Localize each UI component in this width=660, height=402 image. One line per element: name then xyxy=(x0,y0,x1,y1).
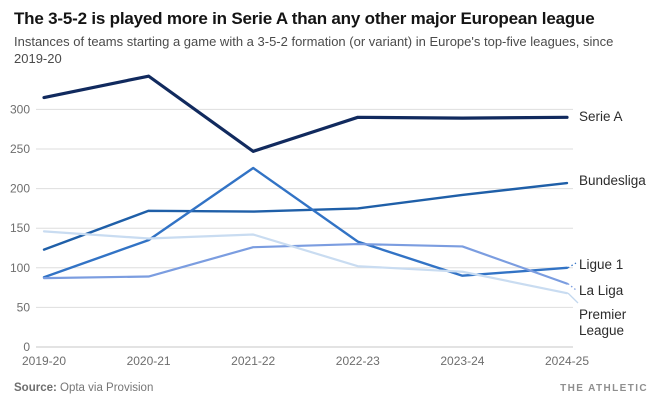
x-axis-tick-label-2019-20: 2019-20 xyxy=(22,354,66,368)
line-ligue-1 xyxy=(42,166,569,279)
leader-line-premier-league xyxy=(567,292,579,304)
y-axis-tick-label-200: 200 xyxy=(10,182,30,196)
line-serie-a xyxy=(42,74,569,153)
series-label-line: Ligue 1 xyxy=(579,257,623,272)
brand-wordmark: THE ATHLETIC xyxy=(560,383,648,394)
series-label-serie-a: Serie A xyxy=(579,109,623,124)
x-axis-tick-label-2020-21: 2020-21 xyxy=(127,354,171,368)
y-axis-tick-label-50: 50 xyxy=(17,300,31,314)
series-label-premier-league: Premier League xyxy=(579,307,627,338)
series-label-line: Bundesliga xyxy=(579,173,646,188)
x-axis-tick-label-2022-23: 2022-23 xyxy=(336,354,380,368)
y-axis-tick-label-150: 150 xyxy=(10,221,30,235)
y-axis-tick-label-0: 0 xyxy=(23,340,30,354)
series-label-line: Premier xyxy=(579,307,627,322)
x-axis-tick-label-2023-24: 2023-24 xyxy=(440,354,484,368)
x-axis-tick-label-2024-25: 2024-25 xyxy=(545,354,589,368)
x-axis-tick-label-2021-22: 2021-22 xyxy=(231,354,275,368)
chart-subtitle: Instances of teams starting a game with … xyxy=(14,34,614,67)
source-note: Source: Opta via Provision xyxy=(14,382,153,394)
y-axis-tick-label-300: 300 xyxy=(10,102,30,116)
chart-header: The 3-5-2 is played more in Serie A than… xyxy=(14,8,650,68)
series-label-line: La Liga xyxy=(579,283,624,298)
line-la-liga xyxy=(42,242,569,285)
series-label-ligue-1: Ligue 1 xyxy=(579,257,623,272)
y-axis-tick-label-100: 100 xyxy=(10,261,30,275)
chart-footer: Source: Opta via Provision THE ATHLETIC xyxy=(14,382,648,394)
source-text: Opta via Provision xyxy=(56,382,154,394)
line-premier-league xyxy=(42,230,569,295)
line-bundesliga xyxy=(42,181,569,251)
series-label-line: Serie A xyxy=(579,109,623,124)
series-label-line: League xyxy=(579,323,624,338)
series-label-la-liga: La Liga xyxy=(579,283,624,298)
leader-line-la-liga xyxy=(567,283,577,291)
source-label: Source: xyxy=(14,382,57,394)
chart-title: The 3-5-2 is played more in Serie A than… xyxy=(14,9,595,28)
y-axis-tick-label-250: 250 xyxy=(10,142,30,156)
series-label-bundesliga: Bundesliga xyxy=(579,173,646,188)
leader-line-ligue-1 xyxy=(567,262,577,269)
